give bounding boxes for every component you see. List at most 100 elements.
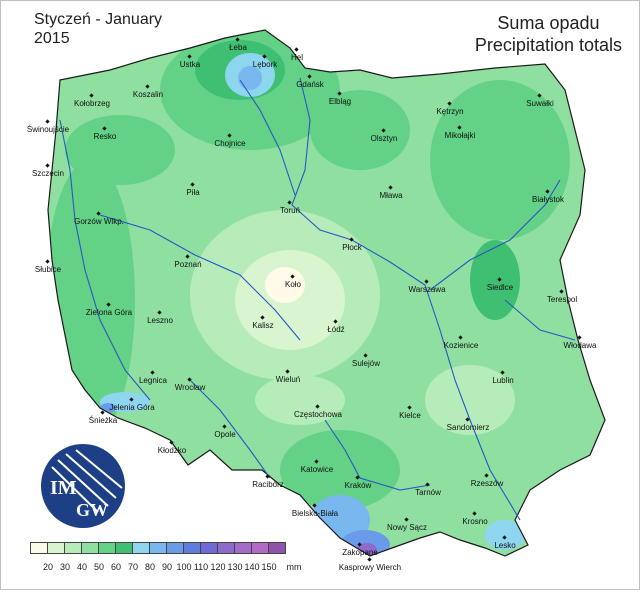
city-marker [45,163,50,168]
city-marker [265,474,270,479]
city-marker [502,535,507,540]
city-label: Resko [94,132,117,141]
city-marker [424,279,429,284]
city-marker [312,503,317,508]
legend-swatch [234,542,252,554]
city-label: Kętrzyn [436,107,463,116]
city-markers: Łeba Hel Lębork Ustka Gdańsk Kołobrzeg Koszali… [27,37,597,572]
city-label: Sandomierz [447,423,490,432]
city-label: Terespol [547,295,577,304]
legend-swatch [268,542,286,554]
city-marker [89,93,94,98]
legend-tick-label: 110 [193,562,209,572]
legend-tick-label: 20 [42,562,54,572]
legend-swatch [30,542,48,554]
city-label: Olsztyn [371,134,398,143]
city-marker [285,369,290,374]
city-label: Lębork [253,60,278,69]
legend-tick-label: 120 [210,562,226,572]
city-label: Siedlce [487,283,514,292]
city-label: Koszalin [133,90,163,99]
city-marker [407,405,412,410]
city-marker [129,397,134,402]
city-marker [367,557,372,562]
legend-swatches [30,542,286,560]
legend: 20 30 40 50 60 70 80 90 100 110 120 130 140 150 mm [30,542,302,572]
month-label: Styczeń - January [34,11,163,28]
city-label: Koło [285,280,302,289]
city-marker [357,542,362,547]
legend-swatch [149,542,167,554]
city-label: Mława [379,191,403,200]
legend-swatch [98,542,116,554]
city-marker [484,473,489,478]
legend-swatch [132,542,150,554]
legend-swatch [200,542,218,554]
city-marker [497,277,502,282]
city-label: Rzeszów [471,479,504,488]
legend-swatch [217,542,235,554]
legend-tick-label: 30 [59,562,71,572]
city-marker [45,119,50,124]
city-marker [150,370,155,375]
title-english: Precipitation totals [474,35,622,55]
legend-labels: 20 30 40 50 60 70 80 90 100 110 120 130 140 150 mm [30,562,350,574]
city-label: Łódź [327,325,344,334]
city-marker [145,84,150,89]
city-marker [185,254,190,259]
city-label: Lesko [494,541,516,550]
city-label: Zielona Góra [86,308,133,317]
city-marker [472,511,477,516]
city-label: Kraków [345,481,372,490]
city-label: Świnoujście [27,125,70,134]
city-marker [388,185,393,190]
legend-tick-label: 90 [161,562,173,572]
legend-swatch [183,542,201,554]
city-marker [425,482,430,487]
city-marker [500,370,505,375]
date-title: Styczeń - January 2015 [34,10,162,48]
city-marker [545,189,550,194]
city-label: Wrocław [175,383,206,392]
city-marker [290,274,295,279]
city-label: Wieluń [276,375,300,384]
city-marker [187,377,192,382]
city-marker [96,211,101,216]
legend-tick-label: 40 [76,562,88,572]
city-marker [102,126,107,131]
city-label: Toruń [280,206,300,215]
city-marker [187,54,192,59]
city-label: Zakopane [342,548,378,557]
city-label: Kasprowy Wierch [339,563,401,572]
legend-tick-label: 130 [227,562,243,572]
legend-swatch [47,542,65,554]
city-marker [45,259,50,264]
city-label: Elbląg [329,97,351,106]
city-label: Katowice [301,465,334,474]
city-label: Białystok [532,195,565,204]
city-marker [222,424,227,429]
city-marker [227,133,232,138]
city-marker [363,353,368,358]
city-label: Jelenia Góra [109,403,155,412]
city-label: Bielsko-Biała [292,509,339,518]
city-label: Kozienice [444,341,479,350]
legend-tick-label: 70 [127,562,139,572]
city-marker [381,128,386,133]
city-marker [355,475,360,480]
city-label: Hel [291,53,303,62]
legend-tick-label: 60 [110,562,122,572]
city-marker [577,335,582,340]
map-title: Suma opadu Precipitation totals [475,12,622,56]
city-label: Piła [186,188,200,197]
city-label: Chojnice [214,139,246,148]
city-label: Kielce [399,411,421,420]
logo-text-im: IM [50,477,77,499]
city-marker [157,310,162,315]
city-marker [287,200,292,205]
city-marker [169,440,174,445]
city-label: Częstochowa [294,410,343,419]
city-marker [315,404,320,409]
city-label: Racibórz [252,480,284,489]
